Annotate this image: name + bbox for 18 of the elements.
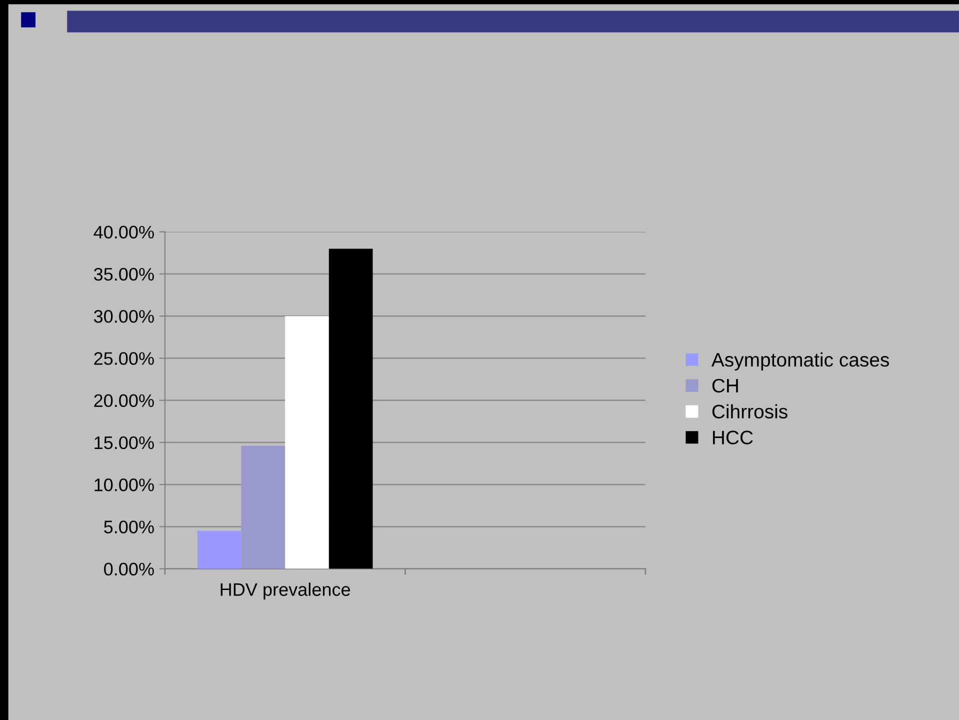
legend-label: Asymptomatic cases [711,352,889,371]
y-tick-label: 30.00% [94,310,154,323]
bar [197,530,242,569]
legend-label: HCC [713,430,753,444]
bar [285,316,329,569]
y-tick-label: 10.00% [94,478,154,492]
bar [241,446,286,569]
y-tick-label: 20.00% [94,394,154,408]
y-tick-label: 35.00% [94,268,154,281]
y-tick-label: 25.00% [94,352,154,365]
legend-label: CH [712,378,738,393]
y-tick-label: 5.00% [104,520,154,534]
y-tick-label: 40.00% [94,226,154,239]
x-tick-label: HDV prevalence [220,582,350,600]
bar [328,248,373,569]
y-tick-label: 0.00% [104,562,154,576]
y-tick-label: 15.00% [94,436,154,450]
legend-label: Cihrrosis [712,404,788,418]
